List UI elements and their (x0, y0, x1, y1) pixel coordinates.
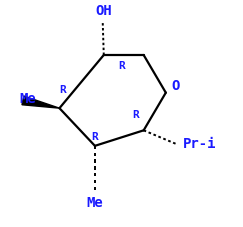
Text: OH: OH (95, 5, 112, 18)
Text: Me: Me (20, 92, 36, 106)
Text: Pr-i: Pr-i (182, 137, 216, 151)
Text: R: R (59, 85, 66, 95)
Text: R: R (118, 61, 125, 71)
Text: O: O (171, 79, 180, 93)
Text: R: R (132, 110, 139, 120)
Text: R: R (92, 132, 98, 142)
Text: Me: Me (87, 196, 103, 210)
Polygon shape (22, 96, 60, 108)
